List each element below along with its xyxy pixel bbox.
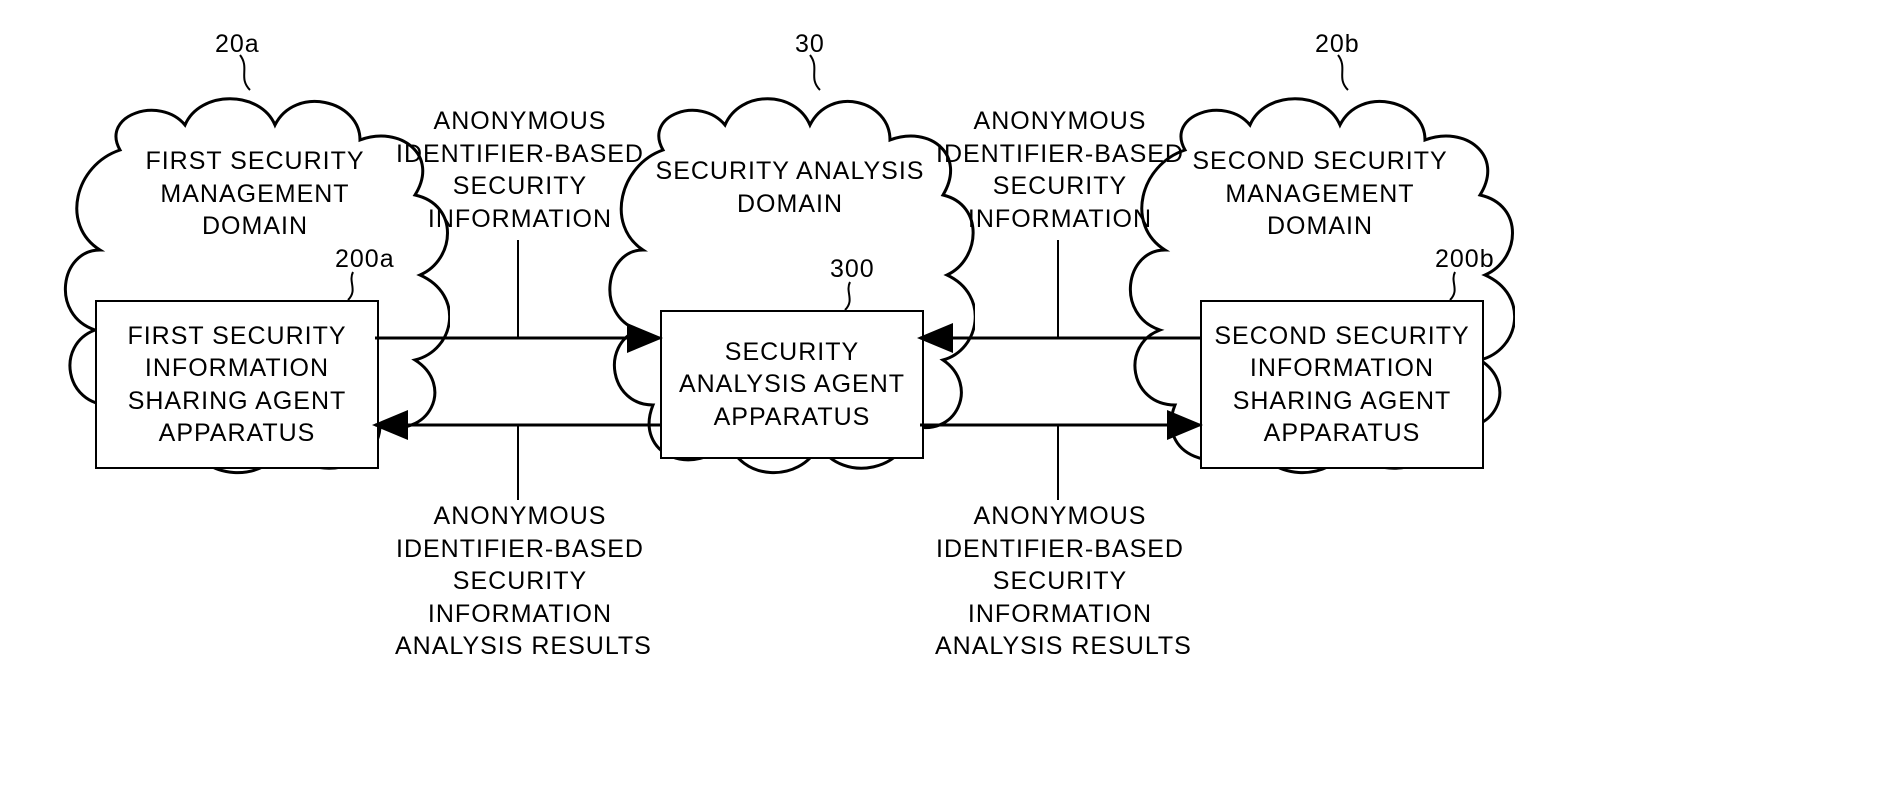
ref-label-box-right: 200b: [1435, 245, 1495, 274]
flow-label-lc-bottom: ANONYMOUS IDENTIFIER-BASED SECURITY INFO…: [395, 500, 645, 663]
flow-label-rc-top: ANONYMOUS IDENTIFIER-BASED SECURITY INFO…: [935, 105, 1185, 235]
ref-label-box-left: 200a: [335, 245, 395, 274]
diagram-stage: FIRST SECURITY MANAGEMENT DOMAIN SECURIT…: [0, 0, 1894, 791]
flow-label-lc-top: ANONYMOUS IDENTIFIER-BASED SECURITY INFO…: [395, 105, 645, 235]
cloud-title: FIRST SECURITY MANAGEMENT DOMAIN: [60, 145, 450, 243]
flow-label-rc-bottom: ANONYMOUS IDENTIFIER-BASED SECURITY INFO…: [935, 500, 1185, 663]
cloud-title: SECURITY ANALYSIS DOMAIN: [605, 155, 975, 220]
box-analysis-agent: SECURITY ANALYSIS AGENT APPARATUS: [660, 310, 924, 459]
ref-label-cloud-left: 20a: [215, 30, 260, 59]
ref-label-cloud-right: 20b: [1315, 30, 1360, 59]
ref-label-cloud-center: 30: [795, 30, 825, 59]
ref-label-box-center: 300: [830, 255, 875, 284]
box-second-sharing-agent: SECOND SECURITY INFORMATION SHARING AGEN…: [1200, 300, 1484, 469]
box-first-sharing-agent: FIRST SECURITY INFORMATION SHARING AGENT…: [95, 300, 379, 469]
